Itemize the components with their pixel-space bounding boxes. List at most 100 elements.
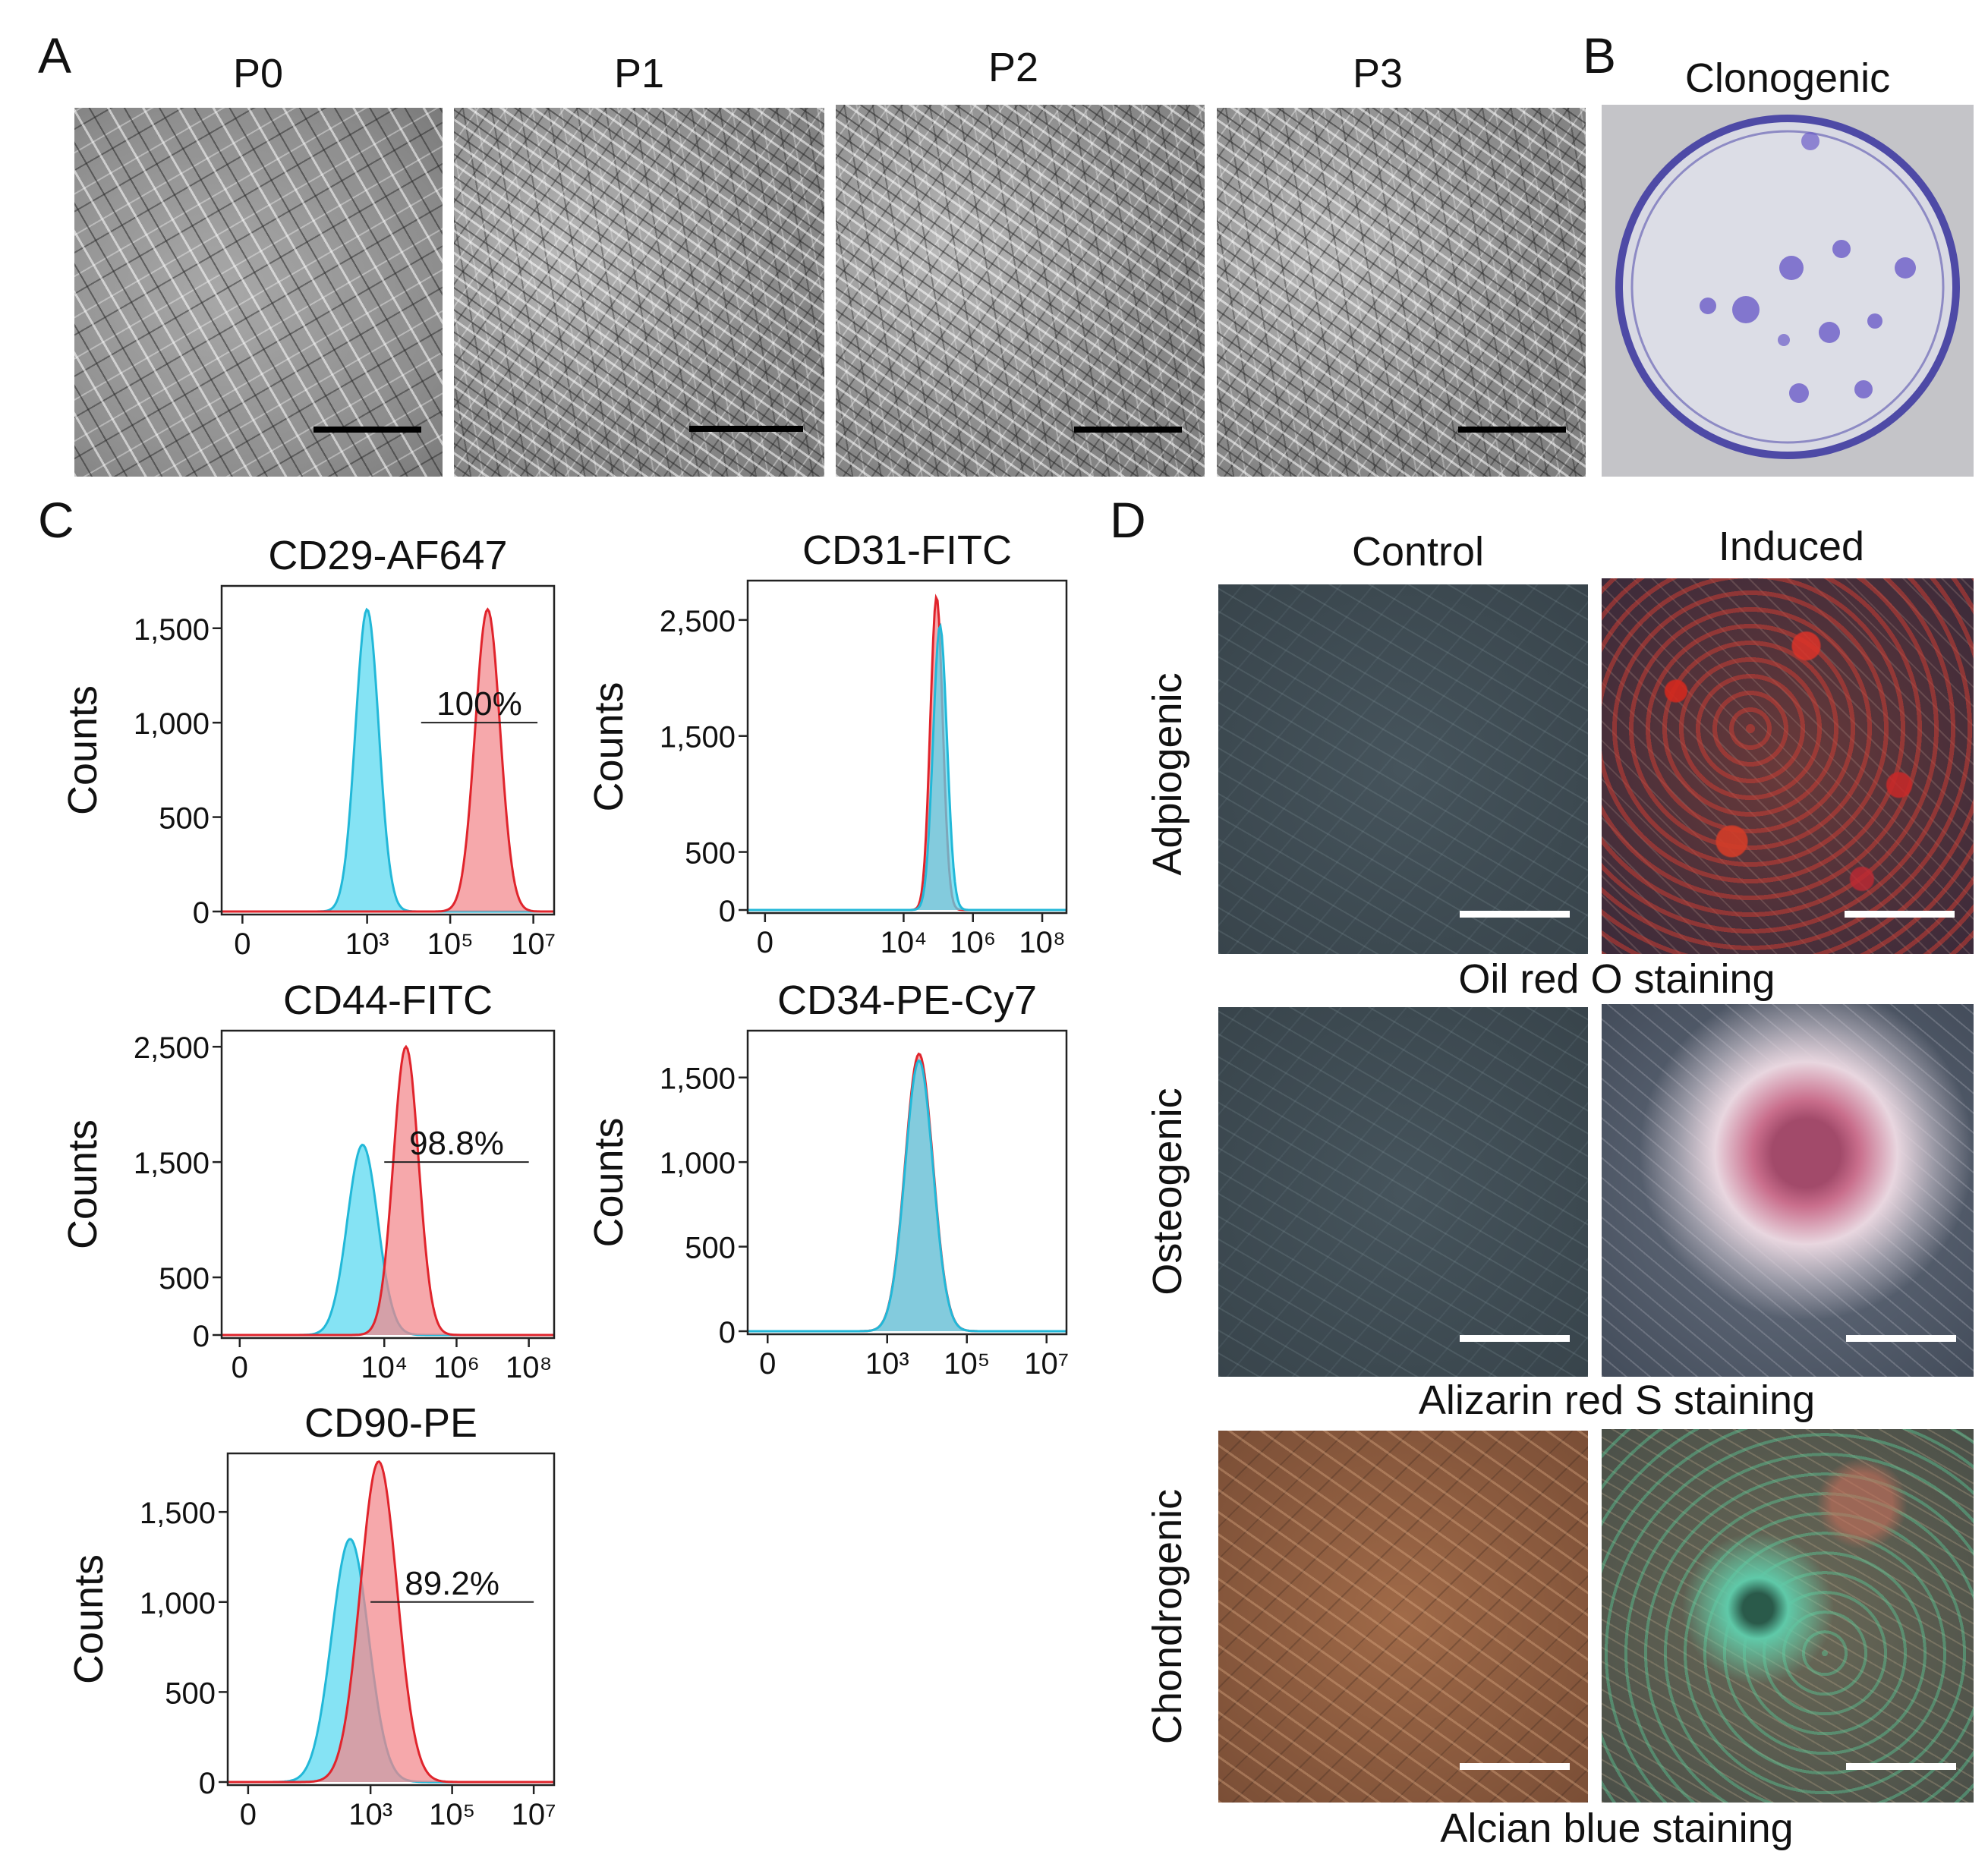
histogram-curves — [748, 594, 1066, 912]
micrograph-p1 — [454, 108, 824, 477]
marker-histogram-line — [222, 1044, 554, 1337]
marker-histogram-line — [228, 1460, 554, 1784]
y-tick-label: 500 — [159, 1262, 210, 1296]
y-tick-label: 2,500 — [660, 605, 736, 638]
osteogenic-control-image — [1218, 1007, 1588, 1377]
scale-bar — [1846, 1763, 1956, 1770]
histogram-curves — [228, 1460, 554, 1784]
chondrogenic-induced-image — [1602, 1429, 1974, 1803]
y-tick-label: 2,500 — [134, 1031, 210, 1065]
plot-frame — [220, 1029, 556, 1340]
plot-frame — [226, 1452, 556, 1787]
passage-label-p2: P2 — [988, 45, 1039, 90]
colony — [1801, 132, 1819, 150]
chart-title: CD90-PE — [304, 1400, 477, 1446]
plot-frame — [746, 579, 1068, 915]
scale-bar — [1845, 911, 1955, 918]
y-tick-label: 0 — [719, 895, 736, 928]
colony — [1789, 383, 1809, 403]
colony — [1700, 298, 1716, 314]
x-tick-label: 10⁷ — [511, 927, 556, 961]
x-tick-label: 0 — [759, 1347, 776, 1381]
y-tick-label: 1,500 — [140, 1497, 216, 1530]
y-tick-label: 1,500 — [134, 1147, 210, 1180]
passage-label-p1: P1 — [613, 51, 665, 96]
scale-bar — [689, 426, 803, 432]
y-tick-label: 0 — [193, 896, 210, 930]
x-tick-label: 10⁵ — [944, 1347, 990, 1381]
y-axis-label: Counts — [60, 685, 106, 815]
y-tick-label: 1,000 — [134, 707, 210, 741]
x-tick-label: 10⁶ — [433, 1351, 480, 1384]
row-label-chondrogenic: Chondrogenic — [1145, 1488, 1190, 1745]
passage-label-p3: P3 — [1352, 51, 1404, 96]
x-tick-label: 0 — [234, 927, 250, 961]
histogram-cd44-fitc: CD44-FITC Counts 0 500 1,500 2,500 0 10⁴ 10⁶ 10⁸ 9… — [60, 978, 556, 1384]
x-tick-label: 10⁶ — [950, 926, 996, 959]
x-tick-label: 0 — [232, 1351, 248, 1384]
y-tick-label: 1,500 — [660, 1063, 736, 1096]
clonogenic-dish-photo — [1602, 105, 1974, 477]
colony — [1732, 296, 1760, 323]
y-tick-label: 1,000 — [140, 1587, 216, 1620]
scale-bar — [1846, 1335, 1956, 1342]
y-tick-label: 500 — [159, 802, 210, 836]
gate-percentage: 98.8% — [409, 1125, 504, 1162]
colony — [1819, 322, 1840, 343]
gate-percentage: 100% — [436, 685, 522, 723]
row-label-osteogenic: Osteogenic — [1145, 1088, 1190, 1296]
y-tick-label: 1,000 — [660, 1147, 736, 1180]
micrograph-p2 — [836, 105, 1205, 477]
y-tick-label: 1,500 — [660, 721, 736, 754]
y-axis-label: Counts — [586, 682, 632, 811]
y-axis-label: Counts — [60, 1119, 106, 1249]
chart-title: CD34-PE-Cy7 — [777, 978, 1037, 1023]
histogram-curves — [748, 1052, 1066, 1333]
colony — [1832, 240, 1851, 258]
colony — [1778, 334, 1790, 346]
panel-letter-b: B — [1583, 27, 1617, 83]
scale-bar — [1460, 1763, 1570, 1770]
y-axis-label: Counts — [586, 1117, 632, 1247]
micrograph-p0 — [74, 108, 443, 477]
row-label-adipogenic: Adpiogenic — [1145, 672, 1190, 876]
scale-bar — [1074, 427, 1182, 433]
x-tick-label: 10⁷ — [1024, 1347, 1069, 1381]
marker-histogram-fill — [228, 1461, 554, 1782]
scale-bar — [1460, 1335, 1570, 1342]
chart-title: CD31-FITC — [802, 527, 1012, 573]
marker-histogram-fill — [748, 597, 1066, 910]
colony — [1895, 257, 1916, 279]
osteogenic-induced-image — [1602, 1004, 1974, 1377]
scale-bar — [313, 427, 421, 433]
scale-bar — [1458, 427, 1566, 433]
stain-label-alcian-blue: Alcian blue staining — [1440, 1806, 1794, 1851]
flow-cytometry-histograms: CD29-AF647 Counts 0 500 1,000 1,500 0 10³ 10⁵ 10⁷… — [60, 527, 1069, 1831]
x-tick-label: 10⁸ — [506, 1351, 552, 1384]
stain-label-alizarin-red-s: Alizarin red S staining — [1418, 1378, 1816, 1423]
x-tick-label: 0 — [240, 1798, 257, 1831]
plot-frame — [220, 584, 556, 916]
x-tick-label: 10⁴ — [881, 926, 928, 959]
colony — [1854, 380, 1873, 398]
histogram-cd31-fitc: CD31-FITC Counts 0 500 1,500 2,500 0 10⁴ 10⁶ 10⁸ — [586, 527, 1068, 959]
marker-histogram-line — [222, 607, 554, 913]
y-axis-label: Counts — [66, 1554, 112, 1684]
y-tick-label: 1,500 — [134, 613, 210, 647]
control-histogram-line — [748, 1059, 1066, 1333]
x-tick-label: 10³ — [865, 1347, 909, 1381]
y-tick-label: 0 — [199, 1767, 216, 1800]
control-histogram-fill — [748, 1060, 1066, 1331]
y-tick-label: 0 — [719, 1316, 736, 1349]
gate-percentage: 89.2% — [405, 1565, 499, 1602]
histogram-curves — [222, 607, 554, 913]
chart-title: CD29-AF647 — [268, 533, 507, 578]
control-histogram-line — [748, 622, 1066, 912]
x-tick-label: 10⁵ — [429, 1798, 475, 1831]
clonogenic-title: Clonogenic — [1684, 55, 1891, 101]
x-tick-label: 10³ — [345, 927, 389, 961]
x-tick-label: 10⁸ — [1019, 926, 1065, 959]
y-tick-label: 500 — [165, 1677, 216, 1710]
clonogenic-dish — [1615, 115, 1960, 459]
scale-bar — [1460, 911, 1570, 918]
